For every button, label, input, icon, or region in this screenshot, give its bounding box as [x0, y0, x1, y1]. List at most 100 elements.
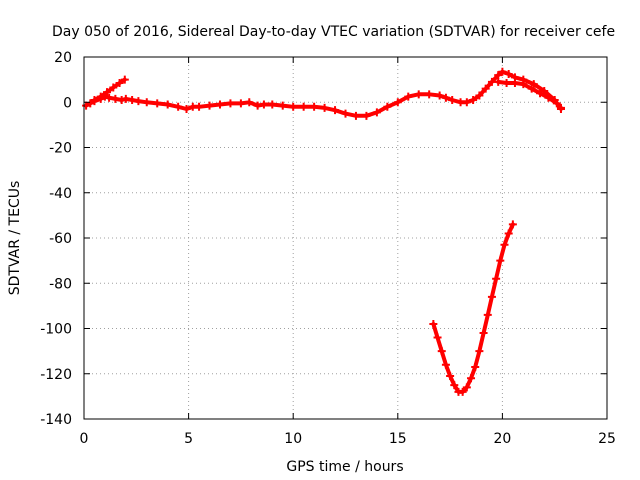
data-point	[508, 220, 517, 229]
data-point	[510, 79, 519, 88]
data-point	[351, 111, 360, 120]
data-point	[182, 105, 191, 114]
data-point	[111, 94, 120, 103]
data-point	[481, 84, 490, 93]
data-point	[174, 102, 183, 111]
data-point	[435, 91, 444, 100]
data-point	[483, 310, 492, 319]
data-point	[393, 98, 402, 107]
y-axis-label: SDTVAR / TECUs	[7, 181, 23, 296]
y-tick-label: -120	[40, 367, 72, 383]
x-tick-label: 0	[80, 431, 89, 447]
x-tick-label: 10	[284, 431, 302, 447]
data-point	[278, 101, 287, 110]
data-point	[494, 77, 503, 86]
data-point	[446, 372, 455, 381]
data-point	[425, 90, 434, 99]
data-point	[120, 75, 129, 84]
data-point	[310, 102, 319, 111]
y-tick-label: 20	[54, 50, 72, 66]
data-point	[498, 67, 507, 76]
data-point	[142, 98, 151, 107]
data-point	[519, 80, 528, 89]
y-tick-label: -60	[49, 231, 72, 247]
y-tick-label: 0	[63, 95, 72, 111]
data-point	[536, 89, 545, 98]
data-point	[82, 101, 91, 110]
data-point	[527, 84, 536, 93]
data-point	[450, 381, 459, 390]
data-point	[121, 94, 130, 103]
data-point	[90, 95, 99, 104]
data-point	[153, 99, 162, 108]
data-point	[115, 79, 124, 88]
data-point	[414, 90, 423, 99]
data-point	[128, 95, 137, 104]
data-point	[86, 99, 95, 108]
data-point	[134, 97, 143, 106]
data-point	[372, 108, 381, 117]
data-point	[362, 111, 371, 120]
data-point	[331, 106, 340, 115]
grid-lines	[84, 57, 607, 419]
data-point	[496, 256, 505, 265]
data-point	[504, 229, 513, 238]
data-point	[500, 240, 509, 249]
data-point	[105, 93, 114, 102]
y-tick-label: -140	[40, 412, 72, 428]
data-point	[544, 93, 553, 102]
data-series	[82, 67, 565, 396]
tick-labels: 0 5 10 15 20 25 20 0 -20 -40 -60 -80 -100 -120 -140	[40, 50, 616, 447]
x-tick-label: 5	[184, 431, 193, 447]
data-point	[492, 274, 501, 283]
data-point	[383, 102, 392, 111]
data-point	[467, 374, 476, 383]
data-point	[475, 91, 484, 100]
data-point	[471, 362, 480, 371]
data-point	[441, 360, 450, 369]
data-point	[458, 387, 467, 396]
data-point	[320, 103, 329, 112]
data-point	[441, 93, 450, 102]
y-tick-label: -80	[49, 276, 72, 292]
x-tick-label: 25	[598, 431, 616, 447]
data-point	[479, 329, 488, 338]
data-point	[215, 100, 224, 109]
data-point	[117, 95, 126, 104]
data-point	[96, 92, 105, 101]
data-point	[341, 109, 350, 118]
y-tick-label: -100	[40, 322, 72, 338]
data-point	[504, 69, 513, 78]
data-point	[487, 292, 496, 301]
data-point	[236, 99, 245, 108]
data-point	[205, 101, 214, 110]
data-point	[103, 88, 112, 97]
data-point	[556, 103, 565, 112]
data-point	[475, 347, 484, 356]
data-point	[299, 102, 308, 111]
data-point	[163, 100, 172, 109]
data-point	[109, 83, 118, 92]
y-tick-label: -20	[49, 141, 72, 157]
x-tick-label: 15	[389, 431, 407, 447]
data-point	[448, 95, 457, 104]
data-point	[437, 347, 446, 356]
data-point	[404, 92, 413, 101]
x-axis-label: GPS time / hours	[286, 459, 403, 475]
data-point	[462, 383, 471, 392]
axis-ticks	[83, 56, 608, 420]
data-point	[268, 100, 277, 109]
data-point	[552, 99, 561, 108]
data-point	[469, 95, 478, 104]
data-point	[494, 71, 503, 80]
chart-title: Day 050 of 2016, Sidereal Day-to-day VTE…	[52, 24, 615, 40]
series-line-main	[84, 69, 563, 118]
x-tick-label: 20	[493, 431, 511, 447]
y-tick-label: -40	[49, 186, 72, 202]
data-point	[502, 79, 511, 88]
data-point	[433, 333, 442, 342]
data-point	[195, 102, 204, 111]
data-point	[253, 101, 262, 110]
data-point	[226, 99, 235, 108]
